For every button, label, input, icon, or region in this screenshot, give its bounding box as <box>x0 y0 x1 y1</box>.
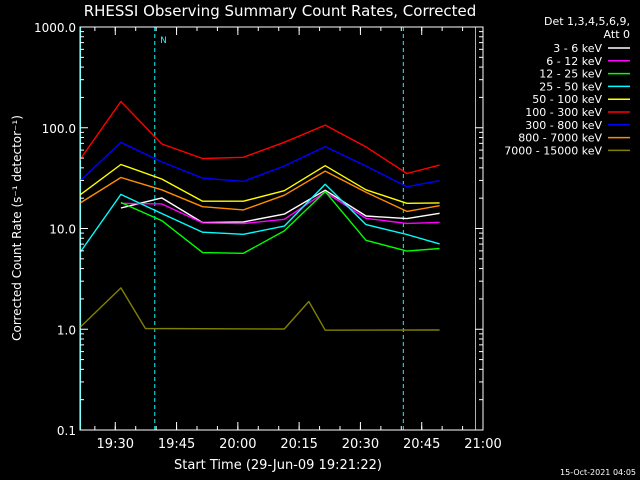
timestamp: 15-Oct-2021 04:05 <box>560 468 636 477</box>
x-tick-label-0: 19:30 <box>97 437 134 452</box>
x-axis-label: Start Time (29-Jun-09 19:21:22) <box>174 458 382 473</box>
series-line-4 <box>79 163 440 205</box>
legend-label-3: 25 - 50 keV <box>539 80 602 93</box>
y-tick-label-4: 1000.0 <box>34 21 76 35</box>
x-tick-label-3: 20:15 <box>280 437 317 452</box>
series-line-1 <box>120 191 440 225</box>
series-line-8 <box>79 287 440 331</box>
y-tick-label-1: 1.0 <box>57 323 76 337</box>
x-tick-label-5: 20:45 <box>403 437 440 452</box>
legend-label-6: 300 - 800 keV <box>525 119 602 132</box>
chart-title: RHESSI Observing Summary Count Rates, Co… <box>84 2 477 20</box>
series-line-0 <box>120 189 440 224</box>
y-axis-label: Corrected Count Rate (s⁻¹ detector⁻¹) <box>10 115 24 341</box>
y-tick-label-3: 100.0 <box>42 122 76 136</box>
x-tick-label-1: 19:45 <box>158 437 195 452</box>
series-line-2 <box>120 190 440 255</box>
x-tick-label-2: 20:00 <box>219 437 256 452</box>
legend-label-1: 6 - 12 keV <box>546 55 602 68</box>
series-line-3 <box>79 183 440 253</box>
x-tick-label-4: 20:30 <box>342 437 379 452</box>
legend-label-7: 800 - 7000 keV <box>518 132 602 145</box>
legend-label-4: 50 - 100 keV <box>532 93 602 106</box>
legend-label-0: 3 - 6 keV <box>553 42 602 55</box>
y-tick-label-2: 10.0 <box>49 223 76 237</box>
series-line-5 <box>79 100 440 175</box>
legend-header-2: Att 0 <box>604 28 630 41</box>
legend-header-1: Det 1,3,4,5,6,9, <box>544 15 630 28</box>
y-tick-label-0: 0.1 <box>57 424 76 438</box>
series-line-7 <box>79 170 440 213</box>
legend-label-2: 12 - 25 keV <box>539 68 602 81</box>
annotation-0: N <box>160 36 167 46</box>
legend-label-8: 7000 - 15000 keV <box>504 144 602 157</box>
series-line-6 <box>79 141 440 188</box>
legend-label-5: 100 - 300 keV <box>525 106 602 119</box>
x-tick-label-6: 21:00 <box>464 437 501 452</box>
